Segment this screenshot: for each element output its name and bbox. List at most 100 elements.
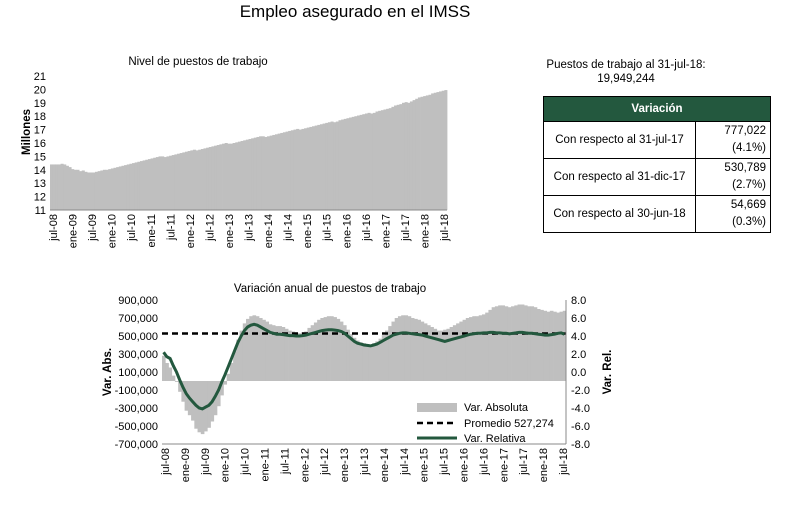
variation-table: Variación Con respecto al 31-jul-17 777,… bbox=[543, 96, 771, 233]
level-y-tick-label: 21 bbox=[34, 71, 46, 83]
variation-bar bbox=[423, 323, 428, 381]
variation-bar bbox=[391, 321, 396, 381]
level-bar bbox=[380, 110, 384, 210]
level-bar bbox=[317, 124, 321, 210]
level-bar bbox=[285, 131, 289, 210]
variation-bar bbox=[507, 307, 512, 381]
level-bar bbox=[436, 92, 440, 210]
level-bar bbox=[76, 169, 80, 210]
page-title: Empleo asegurado en el IMSS bbox=[239, 2, 471, 21]
level-x-tick-label: ene-13 bbox=[224, 214, 236, 248]
level-bar bbox=[198, 149, 202, 210]
level-bar bbox=[92, 172, 96, 210]
level-bar bbox=[264, 136, 268, 210]
level-bar bbox=[100, 170, 104, 210]
variation-bar bbox=[236, 339, 240, 381]
variation-bar bbox=[233, 351, 237, 381]
level-bar bbox=[105, 169, 109, 210]
variation-bar bbox=[249, 316, 253, 381]
level-bar bbox=[166, 156, 170, 210]
level-bar bbox=[296, 128, 300, 210]
variation-x-tick-label: jul-11 bbox=[279, 448, 291, 475]
variation-x-tick-label: jul-10 bbox=[240, 448, 252, 476]
variation-bar bbox=[520, 304, 525, 381]
variation-x-tick-label: ene-14 bbox=[379, 448, 391, 482]
variation-bar bbox=[330, 316, 334, 381]
level-x-tick-label: ene-15 bbox=[302, 214, 314, 248]
level-bar bbox=[409, 101, 413, 210]
variation-bar bbox=[407, 316, 412, 381]
variation-y-right-tick-label: 8.0 bbox=[571, 295, 586, 307]
table-row: Con respecto al 31-dic-17 530,789 (2.7%) bbox=[543, 158, 771, 196]
level-bar bbox=[370, 113, 374, 210]
level-bar bbox=[240, 140, 244, 210]
variation-y-right-tick-label: 4.0 bbox=[571, 331, 586, 343]
level-bar bbox=[219, 144, 223, 210]
variation-bar bbox=[355, 340, 360, 381]
variation-y-tick-label: 300,000 bbox=[118, 349, 158, 361]
variation-bar bbox=[472, 316, 476, 381]
level-bar bbox=[68, 167, 72, 210]
level-x-tick-label: ene-11 bbox=[146, 214, 158, 247]
variation-bar bbox=[226, 373, 231, 381]
level-bar bbox=[304, 128, 308, 210]
variation-bar bbox=[459, 321, 463, 381]
level-bar bbox=[335, 121, 339, 210]
level-bar bbox=[301, 128, 305, 210]
table-row: Con respecto al 30-jun-18 54,669 (0.3%) bbox=[543, 195, 771, 233]
variation-bar bbox=[265, 321, 270, 381]
level-bar bbox=[203, 148, 207, 210]
level-bar bbox=[267, 136, 271, 210]
level-bar bbox=[351, 116, 355, 210]
variation-bar bbox=[174, 381, 179, 382]
level-bar bbox=[372, 112, 376, 210]
level-bar bbox=[142, 160, 146, 210]
table-row-pct: (0.3%) bbox=[732, 216, 766, 228]
variation-bar bbox=[162, 355, 166, 381]
variation-bar bbox=[300, 332, 305, 381]
level-bar bbox=[322, 123, 326, 210]
level-bar bbox=[290, 130, 294, 210]
variation-bar bbox=[562, 310, 567, 381]
variation-bar bbox=[255, 316, 260, 381]
level-bar bbox=[94, 171, 99, 210]
level-bar bbox=[277, 133, 281, 210]
level-bar bbox=[274, 134, 279, 210]
variation-bar bbox=[433, 328, 438, 381]
level-bar bbox=[259, 136, 263, 210]
level-bar bbox=[306, 127, 310, 210]
variation-bar bbox=[310, 325, 315, 381]
level-x-tick-label: ene-10 bbox=[107, 214, 119, 248]
level-bar bbox=[293, 129, 297, 210]
level-bar bbox=[330, 121, 334, 210]
variation-y-tick-label: -300,000 bbox=[115, 403, 158, 415]
level-bar bbox=[412, 100, 416, 210]
variation-x-tick-label: ene-15 bbox=[419, 448, 431, 482]
variation-bar bbox=[268, 324, 273, 381]
variation-bar bbox=[488, 309, 493, 381]
level-bar bbox=[150, 158, 154, 210]
level-bar bbox=[314, 125, 318, 210]
level-bar bbox=[214, 145, 218, 210]
level-bar bbox=[137, 161, 141, 210]
variation-bar bbox=[514, 305, 518, 381]
variation-bar bbox=[239, 330, 244, 381]
level-bar bbox=[73, 169, 77, 210]
variation-y-tick-label: 900,000 bbox=[118, 295, 158, 307]
variation-bar bbox=[498, 305, 502, 381]
level-bar bbox=[50, 164, 54, 210]
level-bar bbox=[367, 112, 371, 210]
level-bar bbox=[237, 141, 241, 210]
level-bar bbox=[63, 164, 67, 210]
summary-label: Puestos de trabajo al 31-jul-18: bbox=[546, 59, 706, 71]
variation-bar bbox=[246, 318, 250, 381]
variation-bar bbox=[536, 309, 541, 381]
level-bar bbox=[386, 108, 390, 210]
level-bar bbox=[57, 164, 61, 210]
table-row-value: 54,669 (0.3%) bbox=[695, 195, 771, 233]
variation-bar bbox=[462, 319, 467, 381]
level-bar bbox=[235, 142, 239, 210]
level-x-tick-label: jul-16 bbox=[361, 214, 373, 242]
table-row-abs: 530,789 bbox=[724, 162, 766, 174]
level-x-tick-label: jul-09 bbox=[87, 214, 99, 242]
